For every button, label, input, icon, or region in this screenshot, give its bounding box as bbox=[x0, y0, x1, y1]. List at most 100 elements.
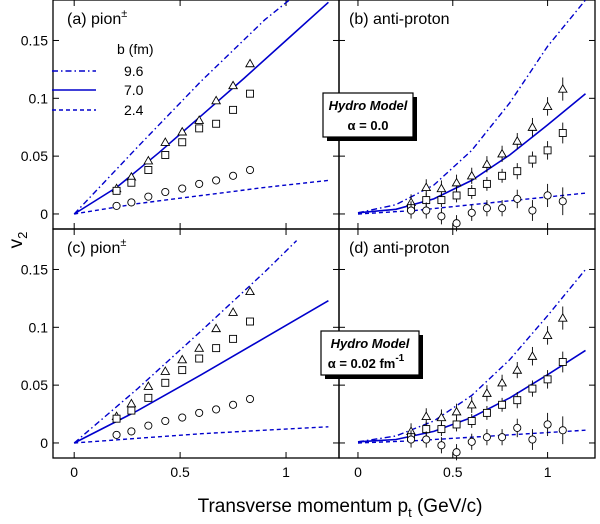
marker-circle bbox=[212, 405, 221, 414]
y-tick-label: 0.15 bbox=[21, 261, 48, 277]
marker-triangle bbox=[542, 101, 553, 111]
x-tick-label: 0 bbox=[70, 464, 78, 480]
marker-square bbox=[127, 406, 136, 415]
marker-circle bbox=[437, 212, 446, 221]
marker-triangle bbox=[497, 377, 508, 387]
marker-circle bbox=[543, 420, 552, 429]
legend-title: b (fm) bbox=[117, 41, 154, 57]
marker-circle bbox=[144, 192, 153, 201]
marker-triangle bbox=[481, 388, 492, 397]
y-tick-label: 0 bbox=[40, 435, 48, 451]
marker-square bbox=[229, 334, 238, 343]
marker-triangle bbox=[228, 80, 239, 90]
marker-square bbox=[558, 358, 567, 366]
marker-circle bbox=[422, 435, 431, 444]
marker-square bbox=[498, 171, 507, 180]
marker-triangle bbox=[126, 398, 137, 408]
marker-square bbox=[144, 393, 153, 402]
y-tick-label: 0.05 bbox=[21, 377, 48, 393]
marker-triangle bbox=[194, 115, 205, 124]
marker-triangle bbox=[177, 354, 188, 364]
panel-title-d: (d) anti-proton bbox=[349, 240, 450, 257]
marker-triangle bbox=[143, 155, 154, 165]
marker-square bbox=[212, 119, 221, 128]
marker-triangle bbox=[160, 137, 171, 146]
marker-square bbox=[482, 408, 491, 417]
marker-triangle bbox=[466, 170, 477, 180]
marker-square bbox=[467, 188, 476, 196]
y-tick-label: 0.1 bbox=[29, 319, 49, 335]
marker-square bbox=[161, 378, 170, 387]
marker-circle bbox=[178, 413, 187, 422]
marker-circle bbox=[452, 448, 461, 457]
legend: b (fm) 9.6 7.0 2.4 bbox=[52, 41, 154, 118]
y-axis-label: v2 bbox=[6, 232, 30, 249]
x-tick-label: 0.5 bbox=[443, 464, 463, 480]
marker-circle bbox=[467, 437, 476, 446]
marker-circle bbox=[112, 201, 121, 210]
series-line-7-0 bbox=[73, 300, 329, 444]
marker-circle bbox=[195, 408, 204, 417]
series-line-9-6 bbox=[357, 269, 587, 443]
marker-circle bbox=[513, 423, 522, 432]
marker-triangle bbox=[451, 177, 462, 187]
panels: 0 0.05 0.1 0.15 (a) pion± (b) anti-proton 0 0.5… bbox=[21, 0, 596, 480]
marker-triangle bbox=[557, 83, 568, 93]
marker-square bbox=[498, 400, 507, 409]
marker-triangle bbox=[421, 411, 432, 420]
marker-circle bbox=[482, 433, 491, 442]
marker-circle bbox=[127, 198, 136, 207]
marker-circle bbox=[161, 416, 170, 426]
marker-triangle bbox=[497, 148, 508, 158]
marker-square bbox=[246, 89, 254, 98]
marker-triangle bbox=[211, 323, 222, 333]
panel-frame-a bbox=[52, 0, 340, 230]
marker-circle bbox=[528, 435, 537, 444]
marker-square bbox=[452, 420, 461, 429]
marker-square bbox=[144, 166, 153, 174]
marker-triangle bbox=[177, 126, 188, 136]
legend-label-7-0: 7.0 bbox=[124, 82, 144, 98]
hydro-model-alpha-bottom: α = 0.02 fm-1 bbox=[328, 353, 405, 371]
hydro-model-box-top: Hydro Model α = 0.0 bbox=[322, 92, 417, 141]
panel-b: (b) anti-proton bbox=[338, 0, 596, 232]
marker-triangle bbox=[211, 95, 222, 105]
marker-triangle bbox=[245, 58, 255, 68]
panel-title-a: (a) pion± bbox=[67, 8, 127, 28]
marker-triangle bbox=[245, 286, 255, 296]
marker-square bbox=[513, 167, 522, 176]
marker-circle bbox=[437, 441, 446, 450]
marker-triangle bbox=[143, 381, 154, 390]
panel-title-c: (c) pion± bbox=[67, 237, 126, 257]
marker-triangle bbox=[194, 343, 205, 352]
marker-triangle bbox=[436, 412, 447, 422]
marker-square bbox=[467, 417, 476, 425]
marker-square bbox=[528, 384, 537, 393]
marker-circle bbox=[543, 191, 552, 200]
marker-triangle bbox=[481, 159, 492, 168]
marker-triangle bbox=[557, 312, 568, 322]
panel-c: 0 0.5 1 0 0.05 0.1 0.15 (c) pion± bbox=[21, 228, 340, 480]
marker-circle bbox=[422, 206, 431, 215]
marker-triangle bbox=[160, 366, 171, 375]
marker-circle bbox=[513, 194, 522, 203]
marker-circle bbox=[407, 435, 416, 444]
marker-circle bbox=[498, 204, 507, 213]
series-line-2-4 bbox=[74, 426, 329, 444]
marker-square bbox=[229, 105, 238, 114]
marker-triangle bbox=[512, 364, 523, 374]
marker-triangle bbox=[451, 406, 462, 416]
x-tick-label: 0.5 bbox=[170, 464, 190, 480]
y-tick-label: 0 bbox=[40, 206, 48, 222]
marker-square bbox=[528, 155, 537, 164]
marker-circle bbox=[558, 426, 567, 435]
marker-circle bbox=[245, 394, 255, 404]
panel-a: 0 0.05 0.1 0.15 (a) pion± bbox=[21, 0, 340, 230]
legend-label-9-6: 9.6 bbox=[124, 63, 144, 79]
marker-triangle bbox=[228, 307, 239, 316]
y-tick-label: 0.1 bbox=[29, 90, 49, 106]
panel-title-b: (b) anti-proton bbox=[349, 11, 450, 28]
x-tick-label: 1 bbox=[282, 464, 290, 480]
marker-circle bbox=[178, 184, 187, 193]
